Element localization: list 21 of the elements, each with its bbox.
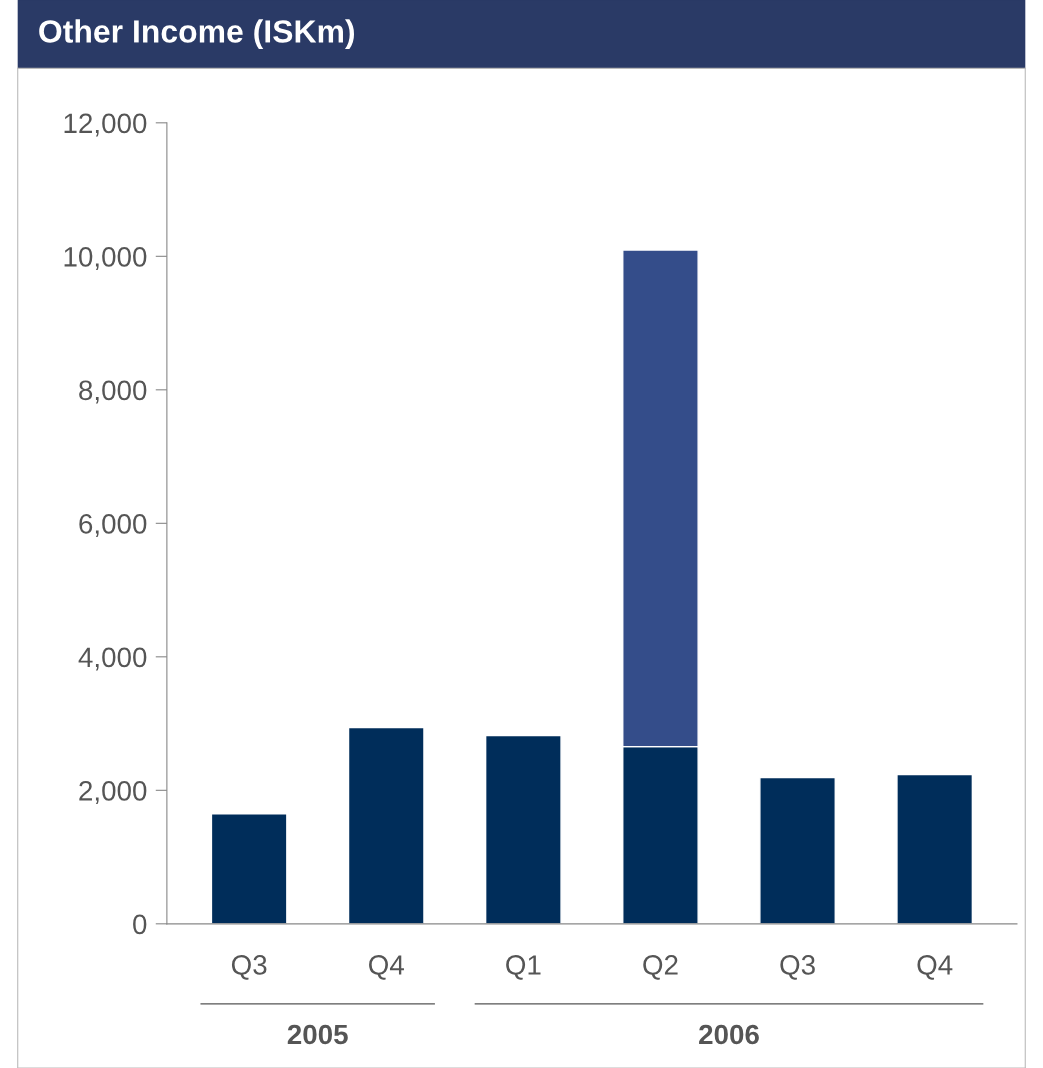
y-tick-label: 6,000 xyxy=(79,513,147,537)
bar xyxy=(759,776,836,924)
y-tick-label: 12,000 xyxy=(64,113,147,137)
y-tick-label: 0 xyxy=(133,914,147,935)
y-tick-label: 10,000 xyxy=(64,246,147,270)
x-tick-label: Q4 xyxy=(369,955,404,980)
chart-title: Other Income (ISKm) xyxy=(39,19,355,50)
x-tick-label: Q3 xyxy=(231,955,267,980)
x-tick-label: Q1 xyxy=(506,955,541,980)
y-tick-label: 8,000 xyxy=(79,380,147,404)
x-tick-label: Q2 xyxy=(643,955,678,980)
y-tick-label: 2,000 xyxy=(79,780,147,804)
bar xyxy=(896,773,974,924)
bar xyxy=(484,734,562,924)
text: 2006 xyxy=(699,1024,759,1045)
bar xyxy=(210,812,288,924)
bar xyxy=(347,726,425,924)
x-tick-label: Q3 xyxy=(780,955,815,980)
y-tick-label: 4,000 xyxy=(78,647,147,671)
text: 2005 xyxy=(287,1024,348,1045)
x-tick-label: Q4 xyxy=(917,955,953,980)
